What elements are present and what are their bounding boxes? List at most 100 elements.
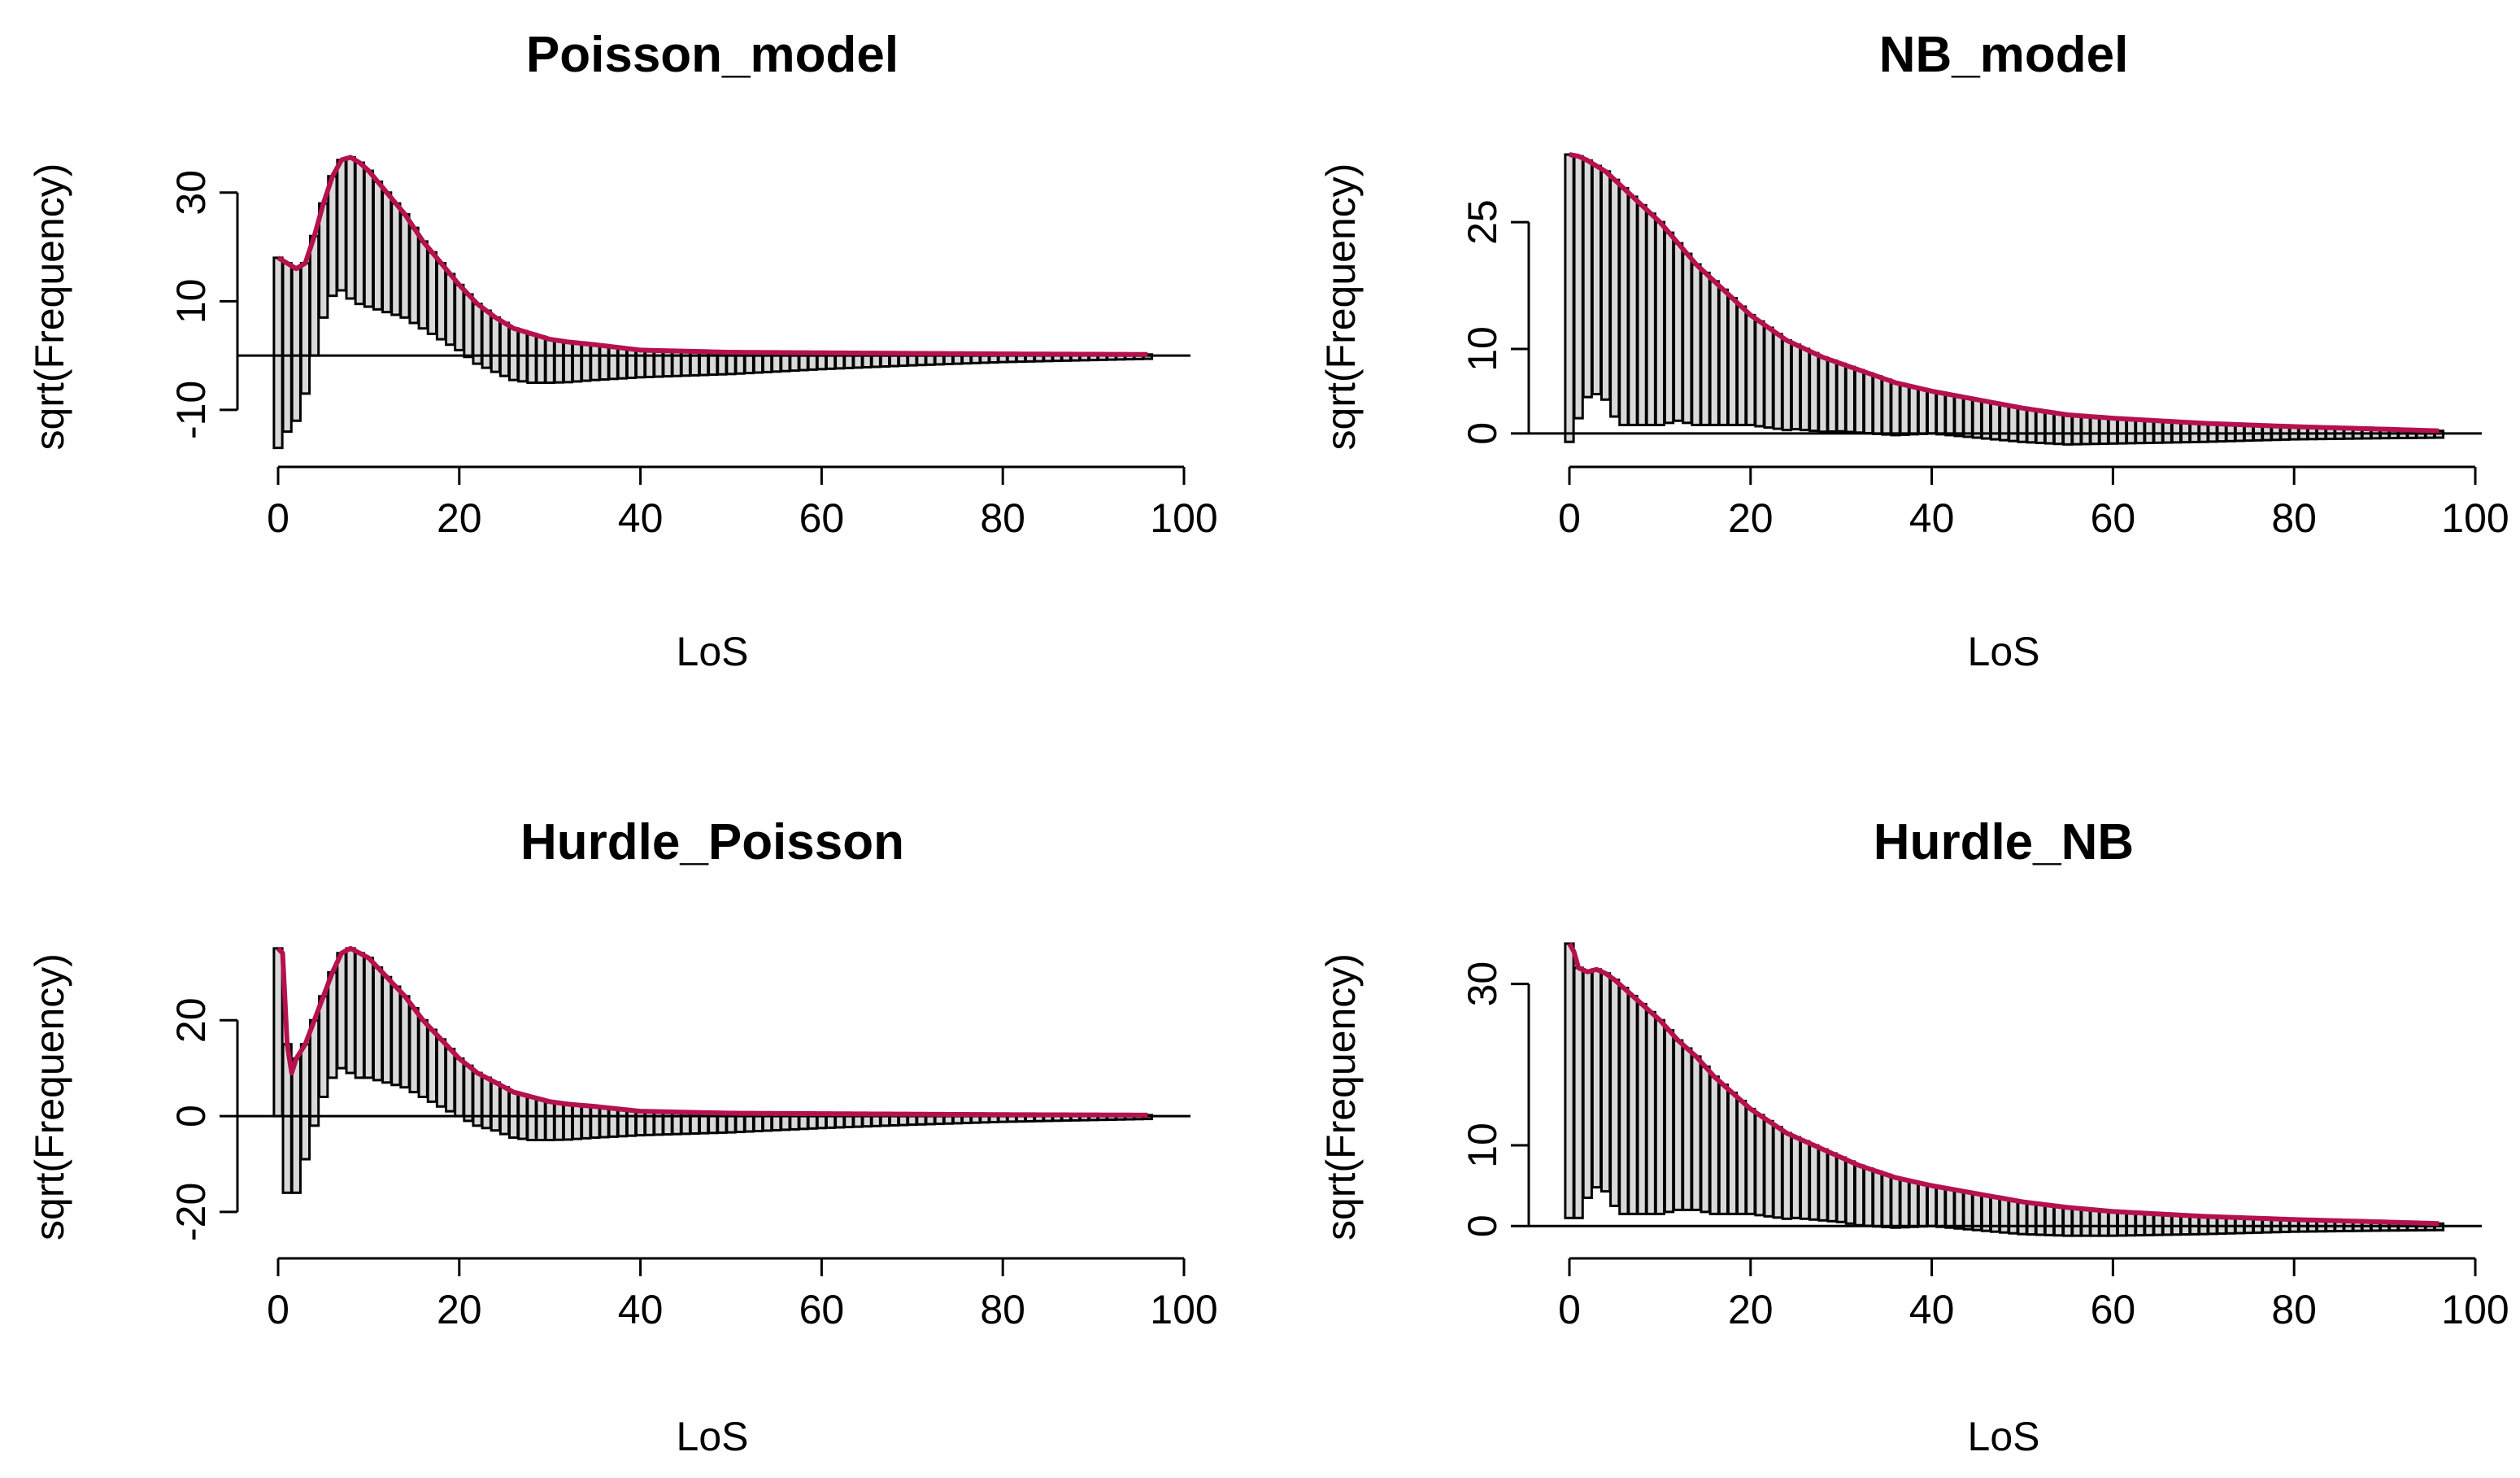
y-axis-line: [220, 1018, 239, 1214]
hanging-bar: [1835, 1156, 1847, 1223]
hanging-bar: [590, 1105, 601, 1140]
hanging-bar: [308, 234, 320, 357]
hanging-bar: [2126, 417, 2137, 445]
hanging-bar: [1800, 1140, 1811, 1220]
hanging-bar: [390, 202, 402, 316]
y-tick-label: 10: [1460, 1123, 1505, 1168]
hanging-bar: [1726, 297, 1739, 426]
hanging-bar: [2135, 1211, 2146, 1237]
hanging-bar: [354, 952, 365, 1079]
hanging-bar: [1772, 333, 1783, 430]
hanging-bar: [1935, 391, 1947, 436]
hanging-bar: [625, 1109, 638, 1137]
hanging-bar: [1726, 1092, 1739, 1215]
hanging-bar: [281, 262, 293, 434]
hanging-bar: [490, 1081, 501, 1132]
hanging-bar: [318, 995, 329, 1099]
hanging-bar: [1826, 359, 1838, 434]
hanging-bar: [272, 256, 284, 450]
hanging-bar: [1573, 155, 1584, 420]
hanging-bar: [607, 345, 619, 381]
x-tick-label: 80: [2271, 1287, 2317, 1332]
x-tick-label: 40: [618, 495, 664, 541]
hanging-bar: [625, 347, 638, 379]
hanging-bar: [535, 335, 546, 385]
hanging-bar: [1682, 1047, 1693, 1211]
panel-title: NB_model: [1879, 27, 2129, 83]
hanging-bar: [426, 1028, 438, 1103]
hanging-bar: [590, 343, 601, 381]
hanging-bar: [1717, 1083, 1730, 1215]
hanging-bar: [498, 1086, 511, 1136]
hanging-bar: [2062, 1206, 2074, 1237]
hanging-bar: [1754, 320, 1765, 428]
y-tick-label: 30: [168, 170, 214, 216]
hanging-bar: [2035, 1202, 2046, 1236]
hanging-bar: [408, 226, 420, 325]
hanging-bar: [562, 340, 574, 384]
hanging-bar: [1953, 395, 1965, 438]
hanging-bar: [1745, 313, 1756, 426]
hanging-bar: [526, 1096, 538, 1142]
hanging-bar: [435, 262, 447, 341]
hanging-bar: [454, 1057, 465, 1118]
expected-frequency-curve: [276, 945, 1148, 1118]
hanging-bar: [2089, 1208, 2100, 1237]
hanging-bar: [1573, 966, 1584, 1219]
hanging-bar: [1853, 1164, 1865, 1227]
y-axis-line: [1511, 983, 1530, 1227]
hanging-bar: [299, 262, 311, 395]
hanging-bar: [1673, 242, 1684, 422]
hanging-bar: [363, 169, 375, 308]
hanging-bar: [616, 347, 628, 380]
hanging-bar: [1808, 351, 1820, 433]
panel-hurdle-poisson: Hurdle_Poisson LoS sqrt(Frequency) 0 20 …: [27, 814, 1218, 1459]
x-tick-label: 20: [437, 495, 482, 541]
hanging-bar: [372, 966, 384, 1082]
panel-poisson-model: Poisson_model LoS sqrt(Frequency) 0 20 4…: [27, 27, 1218, 674]
hanging-bar: [1609, 979, 1621, 1207]
hanging-bar: [1736, 1099, 1747, 1215]
hanging-bar: [426, 251, 438, 335]
hanging-bar: [2161, 1213, 2173, 1236]
hanging-bar: [1763, 1119, 1774, 1218]
hanging-bar: [445, 1048, 456, 1113]
hanging-bar: [2107, 416, 2119, 445]
x-tick-label: 100: [1150, 1287, 1217, 1332]
hanging-bar: [2035, 409, 2046, 444]
hanging-bar: [1917, 387, 1929, 435]
axes-group: 0 20 40 60 80 100 -20 0 20: [168, 997, 1218, 1332]
hanging-bar: [2080, 1207, 2091, 1237]
hanging-bar: [2026, 408, 2037, 444]
expected-frequency-curve: [1569, 152, 2439, 434]
x-tick-label: 40: [1909, 495, 1955, 541]
y-axis-label: sqrt(Frequency): [1318, 953, 1364, 1240]
y-tick-label: 0: [168, 1105, 214, 1127]
hanging-bar: [345, 947, 356, 1075]
hanging-bar: [1745, 1107, 1756, 1215]
hanging-bar: [2008, 1198, 2019, 1235]
hanging-bar: [1708, 280, 1720, 426]
hanging-bar: [2098, 416, 2109, 446]
hanging-bar: [1881, 1173, 1892, 1228]
hanging-bar: [1645, 212, 1656, 426]
hanging-bar: [616, 1108, 628, 1138]
hanging-bar: [1999, 1197, 2010, 1234]
hanging-bar: [1591, 164, 1603, 396]
hanging-bar: [2062, 413, 2074, 446]
hanging-bar: [1564, 153, 1575, 443]
x-tick-label: 20: [437, 1287, 482, 1332]
panel-title: Hurdle_Poisson: [520, 814, 904, 870]
hanging-bar: [2170, 1214, 2183, 1236]
hanging-bar: [1636, 1002, 1647, 1215]
hanging-bar: [363, 957, 375, 1079]
hanging-bar: [1772, 1126, 1783, 1219]
x-tick-label: 60: [2091, 1287, 2136, 1332]
hanging-bar: [1708, 1075, 1720, 1215]
hanging-bar: [399, 995, 411, 1089]
hanging-bar: [581, 342, 592, 382]
hanging-bar: [1564, 942, 1575, 1219]
y-axis-label: sqrt(Frequency): [1318, 163, 1364, 451]
x-axis-line: [276, 1257, 1186, 1276]
hanging-bar: [1935, 1186, 1947, 1228]
